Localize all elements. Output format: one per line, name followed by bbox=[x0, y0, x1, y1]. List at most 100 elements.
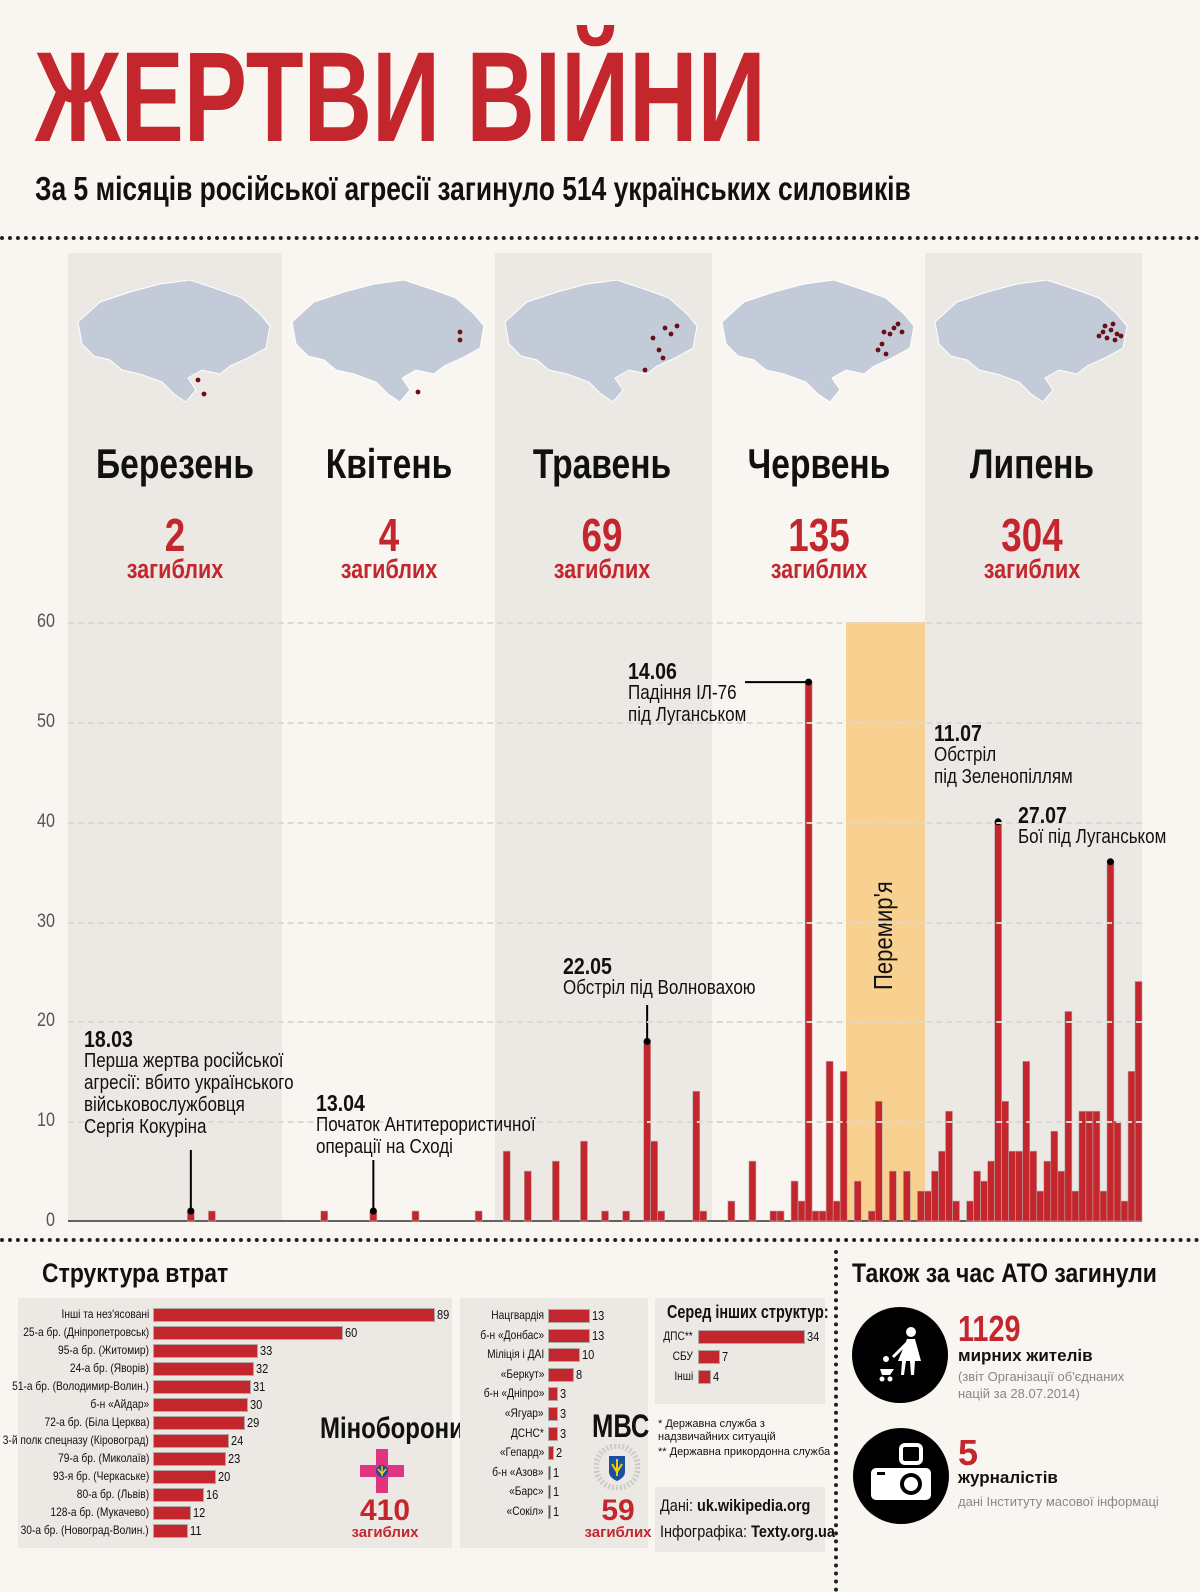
structure-row: 3-й полк спецназу (Кіровоград) 24 bbox=[0, 1433, 243, 1448]
bar-22.05 bbox=[643, 1041, 651, 1222]
casualty-dot bbox=[1102, 323, 1108, 329]
annotation-marker bbox=[745, 678, 813, 686]
annotation-date: 22.05 bbox=[563, 953, 612, 979]
bar-17.07 bbox=[1036, 1190, 1045, 1222]
bar-28.07 bbox=[1113, 1120, 1122, 1222]
row-label: 72-а бр. (Біла Церква) bbox=[44, 1415, 149, 1429]
y-tick-label: 60 bbox=[37, 611, 55, 633]
annotation-text: під Зеленопіллям bbox=[934, 766, 1073, 788]
month-5: Липень 304 загиблих bbox=[925, 0, 1139, 600]
month-name: Березень bbox=[96, 440, 254, 487]
row-label: СБУ bbox=[672, 1349, 693, 1363]
casualty-dot bbox=[1112, 337, 1118, 343]
ukraine-map-icon bbox=[504, 279, 698, 403]
row-label: 95-а бр. (Житомир) bbox=[58, 1343, 149, 1357]
month-name: Липень bbox=[969, 440, 1095, 487]
mvs-total-label: загиблих bbox=[584, 1524, 652, 1541]
mvs-total: 59 bbox=[601, 1494, 635, 1527]
row-value: 3 bbox=[559, 1425, 566, 1441]
month-name: Травень bbox=[532, 440, 672, 487]
row-bar bbox=[548, 1367, 574, 1382]
y-tick-label: 50 bbox=[37, 711, 55, 732]
y-tick-label: 30 bbox=[37, 910, 55, 932]
row-label: Міліція і ДАІ bbox=[486, 1347, 544, 1362]
bar-13.07 bbox=[1008, 1150, 1016, 1222]
mvs-emblem-icon bbox=[594, 1444, 640, 1490]
row-value: 30 bbox=[250, 1397, 263, 1412]
page-subtitle: За 5 місяців російської агресії загинуло… bbox=[35, 170, 911, 207]
row-label: б-н «Азов» bbox=[492, 1464, 544, 1479]
journalists-note: дані Інституту масової інформаці bbox=[958, 1494, 1159, 1509]
structure-row: «Гепард» 2 bbox=[0, 1445, 563, 1461]
bar-30.07 bbox=[1127, 1070, 1136, 1222]
casualty-dot bbox=[668, 331, 674, 337]
bar-21.03 bbox=[208, 1210, 216, 1222]
source-data-link[interactable]: uk.wikipedia.org bbox=[697, 1496, 811, 1515]
bar-12.06 bbox=[790, 1180, 799, 1222]
row-bar bbox=[548, 1407, 558, 1421]
row-label: 3-й полк спецназу (Кіровоград) bbox=[3, 1433, 149, 1447]
structure-row: Інші 4 bbox=[0, 1369, 719, 1384]
casualty-dot bbox=[1110, 321, 1116, 327]
bar-05.05 bbox=[523, 1170, 532, 1222]
casualty-dot bbox=[1096, 333, 1102, 339]
annotation-marker bbox=[643, 1005, 651, 1045]
divider bbox=[0, 236, 1200, 240]
journalists-number: 5 bbox=[958, 1432, 979, 1473]
y-tick-label: 10 bbox=[37, 1110, 55, 1132]
structure-row: 25-а бр. (Дніпропетровськ) 60 bbox=[0, 1325, 357, 1340]
casualty-dot bbox=[883, 351, 889, 357]
row-bar bbox=[153, 1398, 249, 1412]
bar-18.07 bbox=[1043, 1160, 1052, 1222]
row-bar bbox=[548, 1485, 552, 1500]
bar-26.07 bbox=[1099, 1190, 1108, 1222]
row-bar bbox=[153, 1434, 230, 1448]
bar-02.05 bbox=[502, 1150, 511, 1222]
row-bar bbox=[698, 1350, 721, 1364]
structure-row: «Беркут» 8 bbox=[0, 1367, 582, 1382]
bar-29.05 bbox=[692, 1090, 701, 1222]
ukraine-map-icon bbox=[291, 279, 485, 403]
month-deaths-label: загиблих bbox=[983, 554, 1081, 584]
structure-row: СБУ 7 bbox=[0, 1349, 728, 1364]
page-title: ЖЕРТВИ ВІЙНИ bbox=[35, 26, 766, 169]
bar-16.05 bbox=[601, 1210, 609, 1222]
row-value: 3 bbox=[559, 1386, 566, 1402]
casualty-dot bbox=[1114, 331, 1120, 337]
ceasefire-band bbox=[846, 622, 925, 1221]
month-deaths: 304 bbox=[1001, 509, 1063, 561]
casualty-dot bbox=[662, 325, 668, 331]
row-value: 33 bbox=[259, 1343, 272, 1358]
month-deaths-label: загиблих bbox=[553, 554, 651, 584]
month-4: Червень 135 загиблих bbox=[712, 0, 926, 600]
source-infographic: Інфографіка: Texty.org.ua bbox=[660, 1522, 835, 1541]
ukraine-map-icon bbox=[934, 279, 1128, 403]
bar-25.07 bbox=[1092, 1110, 1101, 1222]
annotation-text: агресії: вбито українського bbox=[84, 1072, 294, 1094]
month-deaths: 135 bbox=[788, 509, 850, 561]
structure-row: 24-а бр. (Яворів) 32 bbox=[0, 1361, 269, 1376]
annotation-text: Бої під Луганськом bbox=[1018, 826, 1167, 848]
row-bar bbox=[153, 1380, 252, 1394]
month-3: Травень 69 загиблих bbox=[495, 0, 709, 600]
row-value: 3 bbox=[559, 1406, 566, 1421]
row-label: ДСНС* bbox=[511, 1425, 544, 1440]
bar-16.06 bbox=[818, 1210, 827, 1222]
row-label: ДПС** bbox=[663, 1329, 693, 1343]
gridline bbox=[68, 1121, 1142, 1124]
casualty-dot bbox=[1100, 329, 1106, 335]
casualty-dot bbox=[887, 331, 893, 337]
divider bbox=[0, 1238, 1200, 1242]
row-label: «Барс» bbox=[509, 1484, 544, 1499]
row-value: 11 bbox=[189, 1523, 202, 1538]
mvs-name: МВС bbox=[592, 1408, 650, 1444]
row-value: 1 bbox=[553, 1504, 560, 1519]
others-title: Серед інших структур: bbox=[667, 1302, 829, 1322]
structure-row: 93-я бр. (Черкаське) 20 bbox=[0, 1469, 231, 1484]
row-bar bbox=[153, 1488, 204, 1502]
month-2: Квітень 4 загиблих bbox=[282, 0, 496, 600]
annotation-text: Падіння ІЛ-76 bbox=[628, 682, 737, 704]
source-infographic-link[interactable]: Texty.org.ua bbox=[751, 1522, 835, 1541]
annotation-text: Сергія Кокуріна bbox=[84, 1116, 207, 1138]
ukraine-map-icon bbox=[721, 279, 915, 403]
